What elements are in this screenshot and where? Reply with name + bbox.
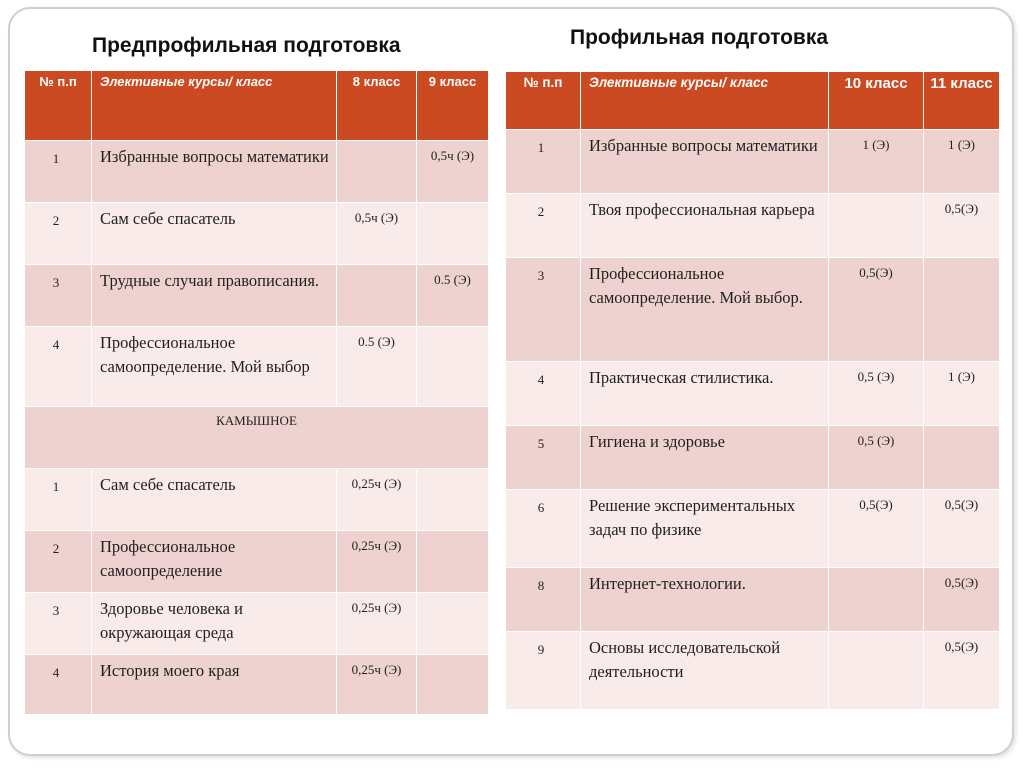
table-row: 4 История моего края 0,25ч (Э) <box>24 654 489 715</box>
hours-grade-11: 0,5(Э) <box>923 489 1000 568</box>
section-label: КАМЫШНОЕ <box>24 406 489 469</box>
hours-grade-11: 1 (Э) <box>923 129 1000 194</box>
course-name: История моего края <box>91 654 337 715</box>
course-name: Профессиональное самоопределение <box>91 530 337 593</box>
header-number: № п.п <box>24 70 92 141</box>
table-row: 9 Основы исследовательской деятельности … <box>505 631 1000 710</box>
table-row: 6 Решение экспериментальных задач по физ… <box>505 489 1000 568</box>
hours-grade-8: 0,25ч (Э) <box>336 530 417 593</box>
hours-grade-10 <box>828 631 924 710</box>
hours-grade-8 <box>336 140 417 203</box>
hours-grade-9: 0,5ч (Э) <box>416 140 489 203</box>
row-number: 3 <box>24 264 92 327</box>
course-name: Интернет-технологии. <box>580 567 829 632</box>
hours-grade-9 <box>416 468 489 531</box>
course-name: Трудные случаи правописания. <box>91 264 337 327</box>
hours-grade-8: 0,25ч (Э) <box>336 654 417 715</box>
hours-grade-8 <box>336 264 417 327</box>
row-number: 1 <box>24 468 92 531</box>
section-row: КАМЫШНОЕ <box>24 406 489 469</box>
hours-grade-11: 0,5(Э) <box>923 631 1000 710</box>
row-number: 2 <box>24 202 92 265</box>
hours-grade-11 <box>923 257 1000 362</box>
course-name: Твоя профессиональная карьера <box>580 193 829 258</box>
table-row: 1 Избранные вопросы математики 0,5ч (Э) <box>24 140 489 203</box>
hours-grade-10: 0,5(Э) <box>828 257 924 362</box>
row-number: 2 <box>24 530 92 593</box>
hours-grade-11 <box>923 425 1000 490</box>
hours-grade-9 <box>416 202 489 265</box>
hours-grade-11: 0,5(Э) <box>923 567 1000 632</box>
table-row: 3 Здоровье человека и окружающая среда 0… <box>24 592 489 655</box>
hours-grade-10 <box>828 193 924 258</box>
table-header-row: № п.п Элективные курсы/ класс 8 класс 9 … <box>24 70 489 141</box>
header-grade-9: 9 класс <box>416 70 489 141</box>
pre-profile-table: № п.п Элективные курсы/ класс 8 класс 9 … <box>24 70 489 715</box>
table-row: 3 Профессиональное самоопределение. Мой … <box>505 257 1000 362</box>
table-row: 2 Твоя профессиональная карьера 0,5(Э) <box>505 193 1000 258</box>
hours-grade-10: 0,5 (Э) <box>828 361 924 426</box>
row-number: 3 <box>505 257 581 362</box>
table-row: 1 Избранные вопросы математики 1 (Э) 1 (… <box>505 129 1000 194</box>
course-name: Избранные вопросы математики <box>91 140 337 203</box>
course-name: Основы исследовательской деятельности <box>580 631 829 710</box>
hours-grade-8: 0.5 (Э) <box>336 326 417 407</box>
hours-grade-10: 0,5(Э) <box>828 489 924 568</box>
hours-grade-8: 0,25ч (Э) <box>336 592 417 655</box>
course-name: Сам себе спасатель <box>91 468 337 531</box>
header-grade-8: 8 класс <box>336 70 417 141</box>
left-table-title: Предпрофильная подготовка <box>92 34 401 57</box>
right-table-title: Профильная подготовка <box>570 26 829 49</box>
row-number: 6 <box>505 489 581 568</box>
hours-grade-9: 0.5 (Э) <box>416 264 489 327</box>
row-number: 3 <box>24 592 92 655</box>
header-grade-11: 11 класс <box>923 71 1000 130</box>
row-number: 1 <box>505 129 581 194</box>
hours-grade-9 <box>416 326 489 407</box>
row-number: 4 <box>24 326 92 407</box>
hours-grade-8: 0,25ч (Э) <box>336 468 417 531</box>
table-row: 1 Сам себе спасатель 0,25ч (Э) <box>24 468 489 531</box>
course-name: Профессиональное самоопределение. Мой вы… <box>580 257 829 362</box>
table-row: 5 Гигиена и здоровье 0,5 (Э) <box>505 425 1000 490</box>
table-row: 3 Трудные случаи правописания. 0.5 (Э) <box>24 264 489 327</box>
table-header-row: № п.п Элективные курсы/ класс 10 класс 1… <box>505 71 1000 130</box>
row-number: 9 <box>505 631 581 710</box>
course-name: Сам себе спасатель <box>91 202 337 265</box>
course-name: Гигиена и здоровье <box>580 425 829 490</box>
row-number: 4 <box>505 361 581 426</box>
header-course: Элективные курсы/ класс <box>91 70 337 141</box>
row-number: 2 <box>505 193 581 258</box>
header-number: № п.п <box>505 71 581 130</box>
course-name: Избранные вопросы математики <box>580 129 829 194</box>
header-course: Элективные курсы/ класс <box>580 71 829 130</box>
row-number: 1 <box>24 140 92 203</box>
table-row: 2 Сам себе спасатель 0,5ч (Э) <box>24 202 489 265</box>
table-row: 2 Профессиональное самоопределение 0,25ч… <box>24 530 489 593</box>
hours-grade-9 <box>416 654 489 715</box>
header-grade-10: 10 класс <box>828 71 924 130</box>
row-number: 8 <box>505 567 581 632</box>
hours-grade-11: 0,5(Э) <box>923 193 1000 258</box>
course-name: Решение экспериментальных задач по физик… <box>580 489 829 568</box>
table-row: 8 Интернет-технологии. 0,5(Э) <box>505 567 1000 632</box>
hours-grade-9 <box>416 592 489 655</box>
hours-grade-11: 1 (Э) <box>923 361 1000 426</box>
table-row: 4 Профессиональное самоопределение. Мой … <box>24 326 489 407</box>
profile-table: № п.п Элективные курсы/ класс 10 класс 1… <box>505 71 1000 710</box>
hours-grade-8: 0,5ч (Э) <box>336 202 417 265</box>
hours-grade-10: 1 (Э) <box>828 129 924 194</box>
row-number: 5 <box>505 425 581 490</box>
course-name: Профессиональное самоопределение. Мой вы… <box>91 326 337 407</box>
row-number: 4 <box>24 654 92 715</box>
course-name: Практическая стилистика. <box>580 361 829 426</box>
hours-grade-9 <box>416 530 489 593</box>
table-row: 4 Практическая стилистика. 0,5 (Э) 1 (Э) <box>505 361 1000 426</box>
hours-grade-10: 0,5 (Э) <box>828 425 924 490</box>
course-name: Здоровье человека и окружающая среда <box>91 592 337 655</box>
hours-grade-10 <box>828 567 924 632</box>
